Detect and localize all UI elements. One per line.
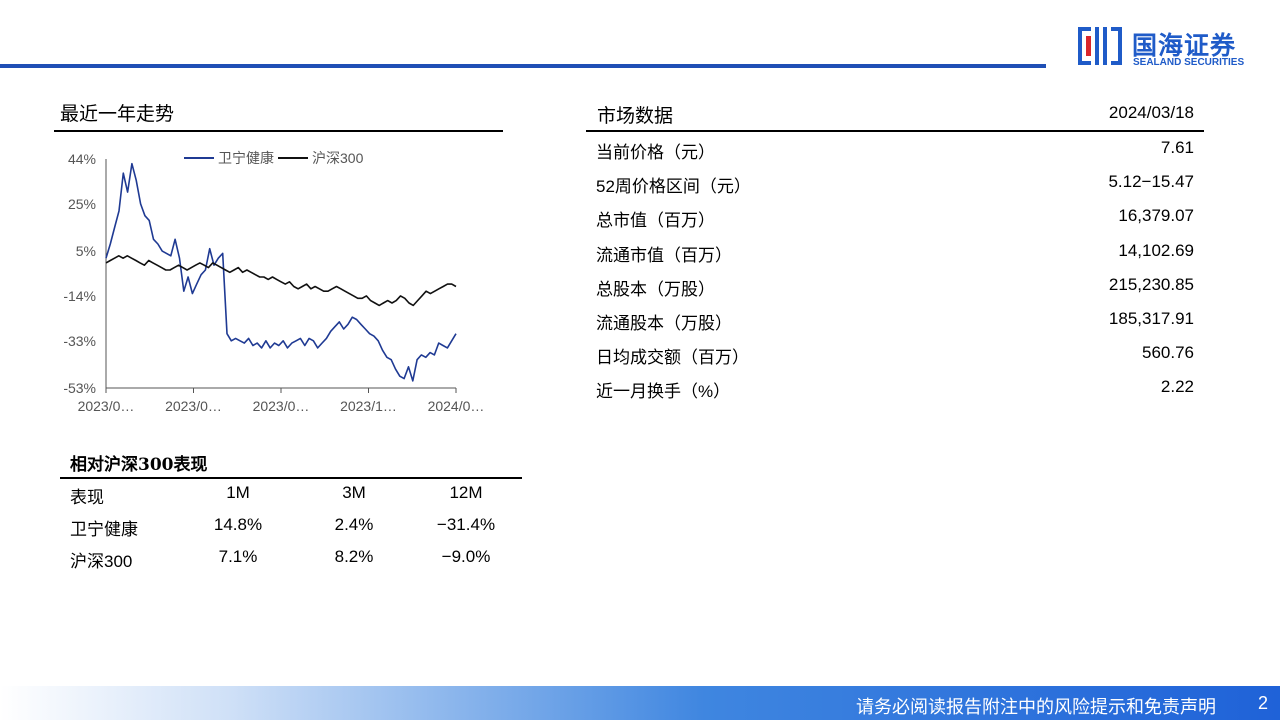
performance-header: 表现 <box>70 488 104 507</box>
market-data-value: 14,102.69 <box>1118 240 1194 260</box>
performance-header-row: 表现 1M 3M 12M <box>60 477 522 509</box>
performance-row: 卫宁健康 14.8% 2.4% −31.4% <box>60 509 522 541</box>
footer-bar: 请务必阅读报告附注中的风险提示和免责声明 2 <box>0 686 1280 720</box>
page-number: 2 <box>1257 693 1268 713</box>
performance-header: 3M <box>342 483 366 502</box>
performance-cell: 沪深300 <box>70 552 133 571</box>
market-data-value: 5.12−15.47 <box>1108 172 1194 192</box>
performance-table: 表现 1M 3M 12M 卫宁健康 14.8% 2.4% −31.4% 沪深30… <box>60 477 522 573</box>
market-data-row: 流通股本（万股） 185,317.91 <box>596 304 1204 338</box>
legend-label: 卫宁健康 <box>218 150 274 166</box>
x-tick-label: 2023/0… <box>165 398 222 414</box>
performance-cell: 8.2% <box>334 547 374 566</box>
performance-row: 沪深300 7.1% 8.2% −9.0% <box>60 541 522 573</box>
trend-title-rule <box>54 130 503 132</box>
header-rule <box>0 64 1046 68</box>
market-data-value: 560.76 <box>1142 343 1194 363</box>
relative-performance-title: 相对沪深300表现 <box>70 455 208 475</box>
x-tick-label: 2023/1… <box>340 398 397 414</box>
market-data-label: 近一月换手（%） <box>596 382 731 402</box>
performance-cell: 7.1% <box>218 547 258 566</box>
market-data-label: 总股本（万股） <box>596 279 715 299</box>
x-tick-label: 2023/0… <box>253 398 310 414</box>
x-tick-label: 2023/0… <box>78 398 135 414</box>
y-tick-label: -53% <box>63 380 96 396</box>
x-tick-label: 2024/0… <box>428 398 485 414</box>
market-data-label: 当前价格（元） <box>596 143 715 162</box>
performance-cell: 14.8% <box>213 515 263 534</box>
market-data-label: 流通股本（万股） <box>596 314 732 333</box>
market-data-row: 总股本（万股） 215,230.85 <box>596 270 1204 304</box>
market-data-row: 近一月换手（%） 2.22 <box>596 372 1204 406</box>
market-data-title: 市场数据 <box>597 106 674 127</box>
performance-cell: 卫宁健康 <box>70 520 138 539</box>
performance-header: 12M <box>449 483 483 502</box>
market-data-row: 当前价格（元） 7.61 <box>596 133 1204 167</box>
market-data-value: 215,230.85 <box>1108 274 1194 294</box>
trend-title: 最近一年走势 <box>60 104 175 125</box>
legend-label: 沪深300 <box>312 150 364 166</box>
performance-cell: −31.4% <box>436 515 496 534</box>
market-data-row: 日均成交额（百万） 560.76 <box>596 338 1204 372</box>
y-tick-label: 5% <box>76 243 96 259</box>
performance-cell: 2.4% <box>334 515 374 534</box>
market-data-value: 185,317.91 <box>1108 309 1194 328</box>
performance-cell: −9.0% <box>441 547 491 566</box>
market-data-date: 2024/03/18 <box>1108 103 1194 122</box>
performance-rule <box>60 477 522 479</box>
brand-name-en: SEALAND SECURITIES <box>1133 57 1245 68</box>
market-data-row: 52周价格区间（元） 5.12−15.47 <box>596 167 1204 201</box>
market-data-label: 总市值（百万） <box>596 211 715 231</box>
brand-name-cn: 国海证券 <box>1132 32 1237 60</box>
y-tick-label: 25% <box>68 196 96 212</box>
y-tick-label: -33% <box>63 333 96 349</box>
market-data-value: 16,379.07 <box>1118 206 1194 226</box>
market-data-rule <box>586 130 1204 132</box>
market-data-label: 52周价格区间（元） <box>596 177 751 197</box>
stock-trend-chart: 44% 25% 5% -14% -33% -53% 2023/0… 2023/0… 2023/0… <box>63 150 485 414</box>
series-line-index <box>105 255 457 307</box>
y-tick-label: -14% <box>63 288 96 304</box>
disclaimer-text: 请务必阅读报告附注中的风险提示和免责声明 <box>856 697 1216 717</box>
brand-logo: 国海证券 SEALAND SECURITIES <box>1076 24 1256 72</box>
performance-header: 1M <box>226 483 250 502</box>
market-data-label: 流通市值（百万） <box>596 245 732 265</box>
sealand-logo-icon <box>1078 27 1122 65</box>
market-data-value: 2.22 <box>1160 377 1194 397</box>
market-data-row: 流通市值（百万） 14,102.69 <box>596 236 1204 270</box>
series-line-stock <box>105 162 457 382</box>
y-tick-label: 44% <box>68 151 96 167</box>
market-data-label: 日均成交额（百万） <box>596 348 749 368</box>
market-data-value: 7.61 <box>1160 138 1194 157</box>
market-data-row: 总市值（百万） 16,379.07 <box>596 201 1204 235</box>
